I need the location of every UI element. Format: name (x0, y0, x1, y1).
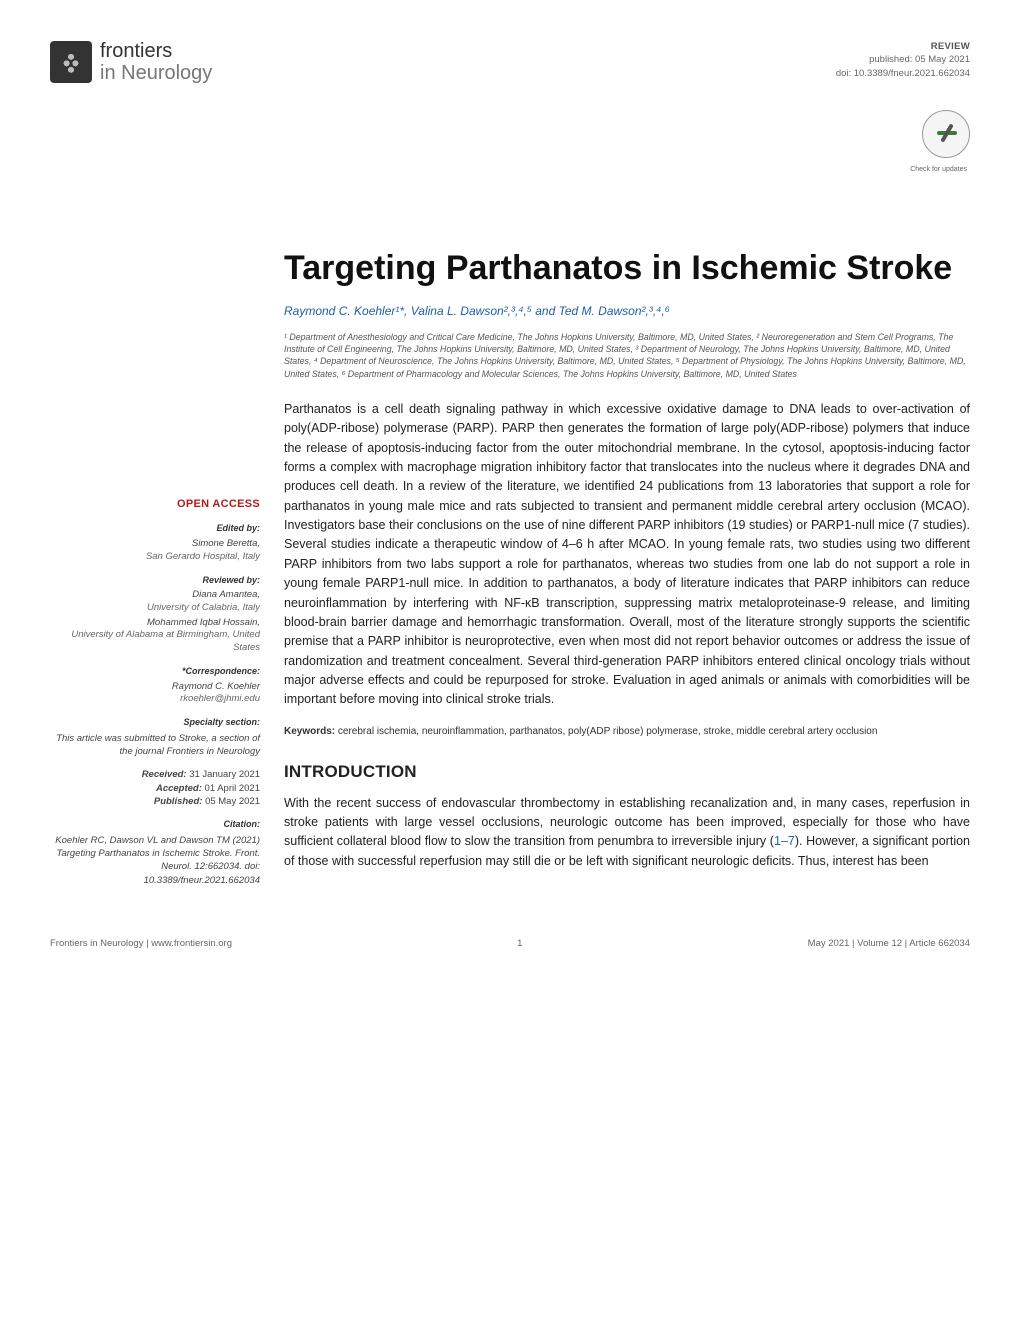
check-updates-badge[interactable]: Check for updates (836, 110, 970, 176)
check-updates-label: Check for updates (836, 165, 970, 176)
dates-block: Received: 31 January 2021 Accepted: 01 A… (50, 768, 260, 808)
open-access-label: OPEN ACCESS (50, 496, 260, 513)
correspondence-label: *Correspondence: (50, 665, 260, 679)
introduction-paragraph: With the recent success of endovascular … (284, 794, 970, 872)
received-label: Received: (142, 769, 187, 780)
section-heading-introduction: INTRODUCTION (284, 759, 970, 785)
page-header: frontiers in Neurology REVIEW published:… (50, 40, 970, 176)
journal-logo: frontiers in Neurology (50, 40, 212, 84)
correspondence-email[interactable]: rkoehler@jhmi.edu (180, 693, 260, 704)
article-title: Targeting Parthanatos in Ischemic Stroke (284, 248, 970, 288)
citation-link[interactable]: 1–7 (774, 834, 795, 848)
journal-logo-text: frontiers in Neurology (100, 40, 212, 84)
correspondence-entry: Raymond C. Koehler rkoehler@jhmi.edu (50, 681, 260, 707)
published-date: published: 05 May 2021 (836, 53, 970, 66)
crossmark-icon (922, 110, 970, 158)
page-footer: Frontiers in Neurology | www.frontiersin… (50, 937, 970, 951)
doi: doi: 10.3389/fneur.2021.662034 (836, 67, 970, 80)
citation-label: Citation: (50, 818, 260, 832)
sidebar: OPEN ACCESS Edited by: Simone Beretta, S… (50, 226, 260, 887)
specialty-text: This article was submitted to Stroke, a … (50, 732, 260, 759)
correspondence-name: Raymond C. Koehler (50, 681, 260, 694)
logo-line1: frontiers (100, 40, 212, 62)
reviewed-by-label: Reviewed by: (50, 574, 260, 588)
reviewer-entry: Mohammed Iqbal Hossain, University of Al… (50, 617, 260, 655)
editor-entry: Simone Beretta, San Gerardo Hospital, It… (50, 538, 260, 564)
header-right: REVIEW published: 05 May 2021 doi: 10.33… (836, 40, 970, 176)
authors-line: Raymond C. Koehler¹*, Valina L. Dawson²,… (284, 302, 970, 321)
editor-affiliation: San Gerardo Hospital, Italy (146, 551, 260, 562)
specialty-label: Specialty section: (50, 716, 260, 730)
keywords-label: Keywords: (284, 726, 335, 737)
editor-name: Simone Beretta, (50, 538, 260, 551)
article-type: REVIEW (836, 40, 970, 53)
citation-text: Koehler RC, Dawson VL and Dawson TM (202… (50, 834, 260, 887)
keywords: Keywords: cerebral ischemia, neuroinflam… (284, 724, 970, 740)
content-columns: OPEN ACCESS Edited by: Simone Beretta, S… (50, 226, 970, 887)
footer-right: May 2021 | Volume 12 | Article 662034 (808, 937, 970, 951)
edited-by-label: Edited by: (50, 522, 260, 536)
reviewer-name: Mohammed Iqbal Hossain, (50, 617, 260, 630)
received-date: 31 January 2021 (189, 769, 260, 780)
published-date-sidebar: 05 May 2021 (205, 796, 260, 807)
page-number: 1 (232, 937, 808, 951)
article-meta: REVIEW published: 05 May 2021 doi: 10.33… (836, 40, 970, 80)
logo-line2: in Neurology (100, 62, 212, 84)
accepted-date: 01 April 2021 (205, 783, 260, 794)
footer-left: Frontiers in Neurology | www.frontiersin… (50, 937, 232, 951)
abstract: Parthanatos is a cell death signaling pa… (284, 400, 970, 710)
accepted-label: Accepted: (156, 783, 202, 794)
reviewer-entry: Diana Amantea, University of Calabria, I… (50, 589, 260, 615)
reviewer-affiliation: University of Alabama at Birmingham, Uni… (71, 629, 260, 653)
affiliations: ¹ Department of Anesthesiology and Criti… (284, 331, 970, 380)
published-label: Published: (154, 796, 203, 807)
main-column: Targeting Parthanatos in Ischemic Stroke… (284, 226, 970, 871)
reviewer-affiliation: University of Calabria, Italy (147, 602, 260, 613)
frontiers-logo-icon (50, 41, 92, 83)
keywords-text: cerebral ischemia, neuroinflammation, pa… (338, 726, 878, 737)
reviewer-name: Diana Amantea, (50, 589, 260, 602)
